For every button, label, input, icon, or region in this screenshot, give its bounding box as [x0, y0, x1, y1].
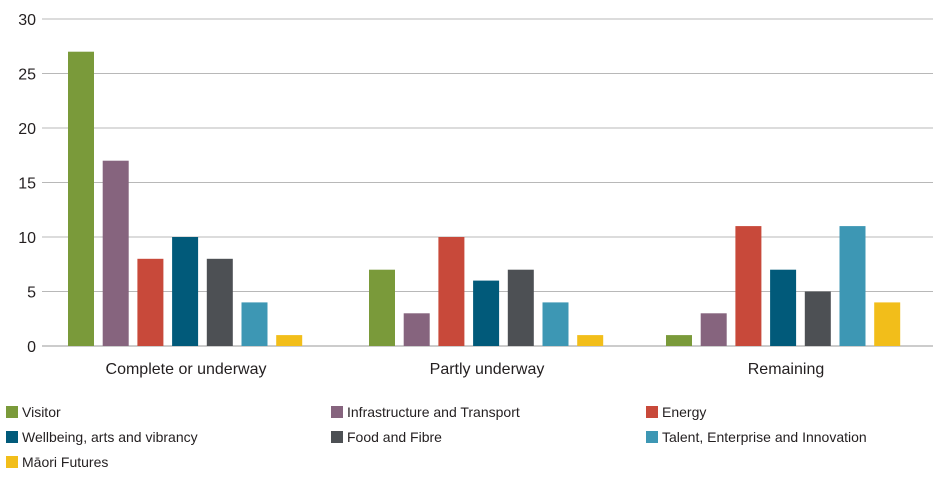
- category-labels: Complete or underway Partly underway Remai…: [106, 361, 825, 378]
- y-tick-label: 10: [18, 230, 36, 247]
- bar-2-0: [666, 335, 692, 346]
- bar-2-4: [804, 291, 831, 346]
- y-tick-label: 25: [18, 67, 36, 84]
- legend-label: Infrastructure and Transport: [347, 404, 520, 420]
- bar-1-3: [473, 280, 500, 346]
- legend-label: Food and Fibre: [347, 429, 442, 445]
- y-tick-label: 20: [18, 121, 36, 138]
- bar-1-5: [542, 302, 569, 346]
- bar-2-6: [874, 302, 901, 346]
- legend-swatch: [331, 406, 343, 418]
- y-axis-tick-labels: 0 5 10 15 20 25 30: [18, 12, 36, 356]
- bar-0-3: [172, 237, 199, 346]
- category-label: Complete or underway: [106, 361, 267, 378]
- category-label: Remaining: [748, 361, 824, 378]
- legend-swatch: [6, 431, 18, 443]
- legend-swatch: [646, 406, 658, 418]
- legend-swatch: [6, 406, 18, 418]
- legend-label: Visitor: [22, 404, 61, 420]
- legend-label: Talent, Enterprise and Innovation: [662, 429, 867, 445]
- legend-label: Wellbeing, arts and vibrancy: [22, 429, 198, 445]
- legend-swatch: [331, 431, 343, 443]
- bar-0-1: [102, 160, 129, 346]
- bar-2-1: [700, 313, 727, 346]
- bar-0-0: [68, 51, 94, 346]
- legend-swatch: [646, 431, 658, 443]
- legend-item: Talent, Enterprise and Innovation: [646, 429, 867, 445]
- bars: [68, 51, 901, 346]
- bar-1-1: [403, 313, 430, 346]
- y-tick-label: 5: [27, 285, 36, 302]
- legend-item: Infrastructure and Transport: [331, 404, 520, 420]
- bar-0-5: [241, 302, 268, 346]
- bar-1-6: [577, 335, 604, 346]
- y-tick-label: 0: [27, 339, 36, 356]
- bar-2-2: [735, 226, 762, 346]
- legend-item: Wellbeing, arts and vibrancy: [6, 429, 198, 445]
- legend-label: Energy: [662, 404, 707, 420]
- bar-0-6: [276, 335, 303, 346]
- bar-0-4: [206, 258, 233, 346]
- category-label: Partly underway: [430, 361, 545, 378]
- bar-1-2: [438, 237, 465, 346]
- legend-swatch: [6, 456, 18, 468]
- y-tick-label: 30: [18, 12, 36, 29]
- legend-item: Visitor: [6, 404, 61, 420]
- bar-chart: 0 5 10 15 20 25 30 Complete or underway Partly …: [18, 12, 933, 378]
- legend-item: Māori Futures: [6, 454, 108, 470]
- legend-item: Energy: [646, 404, 706, 420]
- bar-1-4: [507, 269, 534, 346]
- y-tick-label: 15: [18, 176, 36, 193]
- bar-0-2: [137, 258, 164, 346]
- legend-label: Māori Futures: [22, 454, 109, 470]
- bar-1-0: [369, 269, 395, 346]
- legend-item: Food and Fibre: [331, 429, 442, 445]
- bar-2-3: [770, 269, 797, 346]
- bar-2-5: [839, 226, 866, 346]
